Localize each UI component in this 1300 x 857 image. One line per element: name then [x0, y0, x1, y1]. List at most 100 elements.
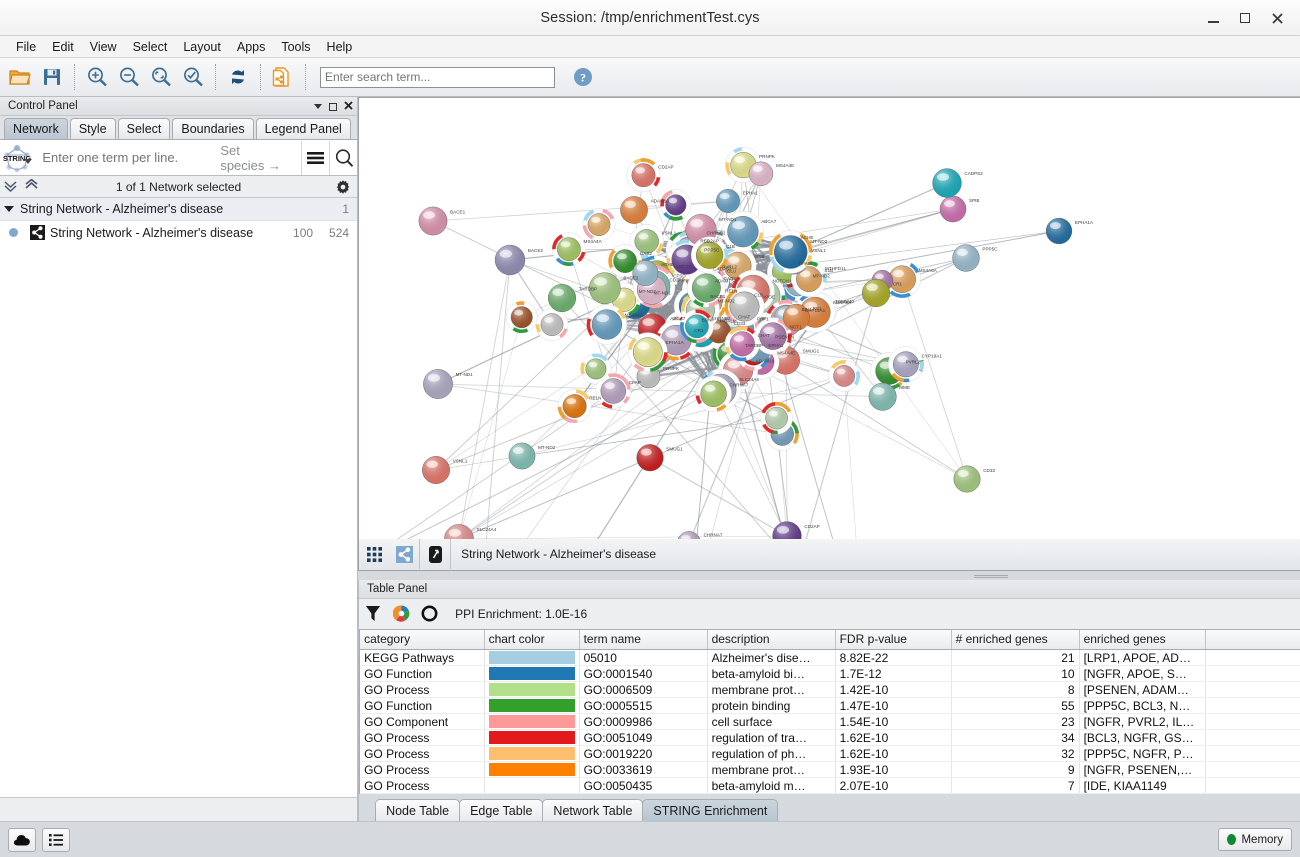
- refresh-icon[interactable]: [222, 61, 254, 93]
- control-panel-close-icon[interactable]: [344, 101, 353, 113]
- window-title: Session: /tmp/enrichmentTest.cys: [540, 10, 759, 26]
- col-term-name[interactable]: term name: [579, 630, 707, 650]
- cell-num-enriched: 32: [951, 746, 1079, 762]
- main-area: Control Panel Network Style Select Bound…: [0, 97, 1300, 821]
- import-network-icon[interactable]: [267, 61, 299, 93]
- col-num-enriched-genes[interactable]: # enriched genes: [951, 630, 1079, 650]
- annotation-icon[interactable]: [420, 539, 450, 569]
- vertical-splitter[interactable]: [358, 571, 1300, 580]
- menu-edit[interactable]: Edit: [44, 38, 82, 56]
- share-network-icon[interactable]: [389, 539, 419, 569]
- node-label: MS4A6A: [833, 300, 852, 305]
- string-term-input[interactable]: [34, 141, 220, 175]
- maximize-button[interactable]: [1230, 3, 1260, 33]
- color-swatch: [489, 715, 575, 728]
- network-tree-group-count: 1: [313, 202, 349, 216]
- tab-edge-table[interactable]: Edge Table: [459, 799, 543, 821]
- tab-network[interactable]: Network: [4, 118, 68, 139]
- color-swatch: [489, 651, 575, 664]
- node-label: CHAT: [758, 333, 770, 338]
- close-button[interactable]: [1262, 3, 1292, 33]
- col-enriched-genes[interactable]: enriched genes: [1079, 630, 1205, 650]
- node-label: MS4A4A: [625, 312, 644, 317]
- node-label: MS4A6A: [919, 268, 938, 273]
- filter-icon[interactable]: [359, 600, 387, 628]
- string-logo-icon[interactable]: STRING: [0, 141, 34, 175]
- task-list-icon[interactable]: [42, 828, 70, 852]
- settings-gear-icon[interactable]: [335, 179, 351, 198]
- col-category[interactable]: category: [360, 630, 484, 650]
- tab-node-table[interactable]: Node Table: [375, 799, 460, 821]
- col-chart-color[interactable]: chart color: [484, 630, 579, 650]
- col-fdr-p-value[interactable]: FDR p-value: [835, 630, 951, 650]
- menu-apps[interactable]: Apps: [229, 38, 274, 56]
- memory-status-button[interactable]: Memory: [1218, 828, 1292, 851]
- search-input[interactable]: [320, 67, 555, 88]
- zoom-in-icon[interactable]: [81, 61, 113, 93]
- fit-network-icon[interactable]: [177, 61, 209, 93]
- node-label: GAB2: [640, 251, 653, 256]
- cell-description: regulation of tra…: [707, 730, 835, 746]
- menu-select[interactable]: Select: [125, 38, 176, 56]
- tab-network-table[interactable]: Network Table: [542, 799, 643, 821]
- cell-num-enriched: 10: [951, 666, 1079, 682]
- cell-fdr: 1.47E-10: [835, 698, 951, 714]
- window-controls: [1198, 0, 1292, 36]
- node-label: PHF1: [757, 317, 769, 322]
- cell-chart-color: [484, 778, 579, 794]
- menu-bar: File Edit View Select Layout Apps Tools …: [0, 36, 1300, 58]
- node-label: VSNL1: [662, 231, 677, 236]
- node-label: PVRL2: [906, 360, 921, 365]
- donut-chart-icon[interactable]: [415, 600, 443, 628]
- help-icon[interactable]: ?: [567, 61, 599, 93]
- network-tree-group-row[interactable]: String Network - Alzheimer's disease 1: [0, 198, 357, 221]
- tab-select[interactable]: Select: [118, 118, 171, 139]
- node-label: MT-ND2: [639, 289, 657, 294]
- zoom-out-icon[interactable]: [113, 61, 145, 93]
- minimize-button[interactable]: [1198, 3, 1228, 33]
- control-panel-dropdown-icon[interactable]: [314, 104, 322, 109]
- search-icon[interactable]: [330, 141, 357, 175]
- network-tree-item[interactable]: String Network - Alzheimer's disease 100…: [0, 221, 357, 244]
- cell-filler: [1205, 714, 1300, 730]
- hamburger-icon[interactable]: [302, 141, 329, 175]
- cloud-status-icon[interactable]: [8, 828, 36, 852]
- tab-legend-panel[interactable]: Legend Panel: [256, 118, 351, 139]
- save-session-icon[interactable]: [36, 61, 68, 93]
- expand-triangle-icon[interactable]: [0, 206, 18, 212]
- menu-file[interactable]: File: [8, 38, 44, 56]
- col-description[interactable]: description: [707, 630, 835, 650]
- menu-tools[interactable]: Tools: [273, 38, 318, 56]
- tab-boundaries[interactable]: Boundaries: [172, 118, 253, 139]
- open-session-icon[interactable]: [4, 61, 36, 93]
- tab-string-enrichment[interactable]: STRING Enrichment: [642, 799, 778, 821]
- color-swatch: [489, 763, 575, 776]
- menu-layout[interactable]: Layout: [175, 38, 229, 56]
- chart-colors-icon[interactable]: [387, 600, 415, 628]
- grid-view-icon[interactable]: [359, 539, 389, 569]
- control-panel-float-icon[interactable]: [329, 103, 337, 111]
- table-header-row: category chart color term name descripti…: [360, 630, 1300, 650]
- node-label: EPHA1A: [1075, 220, 1094, 225]
- enrichment-table-wrapper[interactable]: category chart color term name descripti…: [359, 629, 1300, 795]
- node-label: NCT1: [790, 325, 802, 330]
- cell-chart-color: [484, 762, 579, 778]
- fit-selected-icon[interactable]: [145, 61, 177, 93]
- menu-view[interactable]: View: [82, 38, 125, 56]
- tab-style[interactable]: Style: [70, 118, 116, 139]
- color-swatch: [489, 699, 575, 712]
- set-species-link[interactable]: Set species →: [220, 143, 301, 173]
- node-label: GAB2: [724, 276, 737, 281]
- menu-help[interactable]: Help: [319, 38, 361, 56]
- table-panel: Table Panel: [358, 580, 1300, 822]
